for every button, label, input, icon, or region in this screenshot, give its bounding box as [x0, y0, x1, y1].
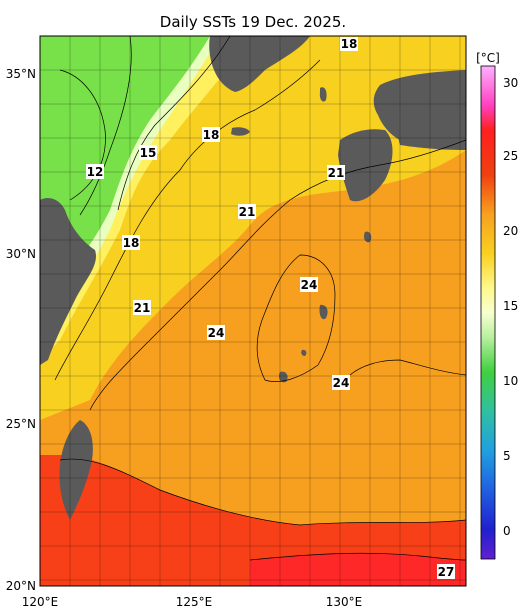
isotherm-label: 21 — [238, 204, 256, 219]
svg-text:21: 21 — [134, 301, 151, 315]
isotherm-label: 27 — [437, 564, 455, 579]
colorbar-tick: 10 — [503, 374, 518, 388]
jeju-land — [231, 127, 250, 136]
lat-tick-label: 30°N — [6, 247, 36, 261]
svg-text:18: 18 — [203, 128, 220, 142]
isotherm-lines — [54, 36, 466, 561]
graticule — [40, 36, 466, 586]
svg-text:24: 24 — [301, 278, 318, 292]
isotherm-label: 18 — [122, 235, 140, 250]
lat-tick-label: 25°N — [6, 417, 36, 431]
svg-text:12: 12 — [87, 165, 104, 179]
svg-text:21: 21 — [328, 166, 345, 180]
isotherm-label: 21 — [133, 300, 151, 315]
sst-map — [40, 36, 466, 586]
colorbar-tick: 25 — [503, 149, 518, 163]
colorbar-tick: 15 — [503, 299, 518, 313]
map-title: Daily SSTs 19 Dec. 2025. — [160, 13, 346, 31]
lat-tick-label: 20°N — [6, 579, 36, 593]
svg-text:18: 18 — [341, 37, 358, 51]
svg-text:27: 27 — [438, 565, 455, 579]
lon-axis: 120°E 125°E 130°E — [22, 595, 363, 609]
map-frame — [39, 35, 467, 587]
isotherm-label: 15 — [139, 145, 157, 160]
colorbar-tick: 30 — [503, 76, 518, 90]
isotherm-label: 21 — [327, 165, 345, 180]
colorbar-tick: 5 — [503, 449, 511, 463]
isotherm-label-group: 12 15 18 18 18 21 21 21 24 24 24 27 — [86, 37, 455, 579]
taiwan-land — [59, 420, 93, 520]
japan-shikoku-land — [395, 112, 466, 150]
colorbar-unit: [°C] — [476, 51, 500, 65]
tanegashima-land — [363, 231, 372, 243]
korea-land — [209, 36, 310, 92]
lat-axis: 35°N 30°N 25°N 20°N — [6, 67, 36, 593]
isotherm-label: 18 — [340, 37, 358, 51]
lon-tick-label: 130°E — [326, 595, 363, 609]
lon-tick-label: 125°E — [176, 595, 213, 609]
lon-tick-label: 120°E — [22, 595, 59, 609]
isotherm-label: 24 — [207, 325, 225, 340]
isotherm-label: 12 — [86, 164, 104, 179]
svg-text:15: 15 — [140, 146, 157, 160]
colorbar: [°C] 30 25 20 15 10 5 0 — [476, 51, 518, 560]
ryukyu-islands-land — [278, 304, 328, 383]
isotherm-label: 24 — [332, 375, 350, 390]
china-coast-land — [40, 198, 96, 365]
tsushima-land — [319, 87, 327, 102]
isotherm-label: 18 — [202, 127, 220, 142]
svg-text:18: 18 — [123, 236, 140, 250]
lat-tick-label: 35°N — [6, 67, 36, 81]
svg-text:21: 21 — [239, 205, 256, 219]
japan-kyushu-land — [338, 129, 393, 202]
colorbar-tick: 0 — [503, 524, 511, 538]
colorbar-tick: 20 — [503, 224, 518, 238]
svg-text:24: 24 — [208, 326, 225, 340]
svg-text:24: 24 — [333, 376, 350, 390]
isotherm-label: 24 — [300, 277, 318, 292]
